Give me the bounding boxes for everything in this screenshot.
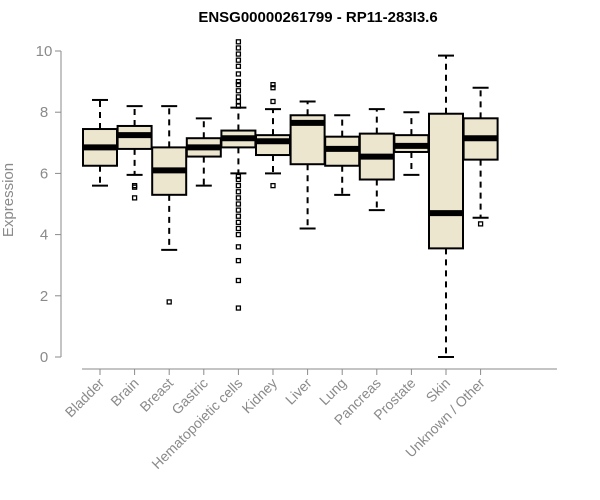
outlier-point [235, 213, 242, 219]
box-hematopoietic-cells [220, 39, 257, 311]
plot-area [82, 39, 499, 358]
outlier-point [235, 57, 242, 63]
box-skin [428, 54, 464, 358]
outlier-point [235, 182, 242, 189]
outlier-point [477, 221, 484, 227]
y-axis-label: Expression [0, 163, 17, 237]
outlier-point [235, 219, 242, 226]
x-tick-label: Kidney [239, 375, 281, 417]
outlier-point [235, 98, 242, 105]
outlier-point [131, 184, 138, 190]
outlier-point [235, 45, 242, 51]
outlier-point [235, 39, 242, 45]
outlier-point [270, 182, 276, 189]
box-lung [324, 114, 361, 196]
outlier-point [270, 82, 276, 88]
y-axis-ticks: 0 2 4 6 8 10 [36, 43, 61, 366]
y-tick-label: 6 [40, 165, 48, 182]
y-tick-label: 10 [36, 43, 53, 60]
x-tick-label: Bladder [62, 375, 108, 421]
outlier-point [235, 94, 242, 100]
outlier-point [235, 195, 242, 201]
outlier-point [235, 225, 242, 232]
box-iqr [255, 134, 291, 157]
outlier-point [235, 277, 242, 284]
outlier-point [166, 299, 172, 305]
box-unknown-other [462, 86, 499, 227]
outlier-point [235, 231, 242, 238]
outlier-point [235, 88, 242, 94]
outlier-point [235, 82, 242, 88]
outlier-point [235, 305, 242, 311]
outlier-point [235, 51, 242, 57]
outlier-point [235, 207, 242, 213]
outlier-point [235, 63, 242, 69]
outlier-point [235, 176, 242, 183]
x-tick-label: Liver [282, 375, 315, 408]
y-tick-label: 2 [40, 288, 48, 305]
box-pancreas [358, 108, 395, 212]
box-liver [289, 100, 326, 230]
box-kidney [255, 82, 291, 189]
chart-title: ENSG00000261799 - RP11-283I3.6 [198, 9, 437, 26]
outlier-point [270, 98, 276, 105]
outlier-point [235, 78, 242, 85]
box-bladder [82, 98, 118, 187]
outlier-point [131, 195, 138, 201]
outlier-point [235, 71, 242, 77]
y-tick-label: 8 [40, 104, 48, 121]
box-breast [151, 105, 188, 305]
box-gastric [185, 117, 222, 187]
outlier-point [235, 189, 242, 195]
outlier-point [270, 85, 276, 91]
outlier-point [235, 201, 242, 207]
outlier-point [235, 173, 242, 180]
box-prostate [393, 111, 430, 176]
y-tick-label: 0 [40, 349, 48, 366]
box-brain [116, 105, 153, 201]
outlier-point [235, 244, 242, 250]
box-iqr [428, 112, 464, 250]
outlier-point [235, 103, 242, 109]
y-tick-label: 4 [40, 227, 48, 244]
x-tick-label: Skin [423, 375, 454, 406]
outlier-point [235, 257, 242, 264]
